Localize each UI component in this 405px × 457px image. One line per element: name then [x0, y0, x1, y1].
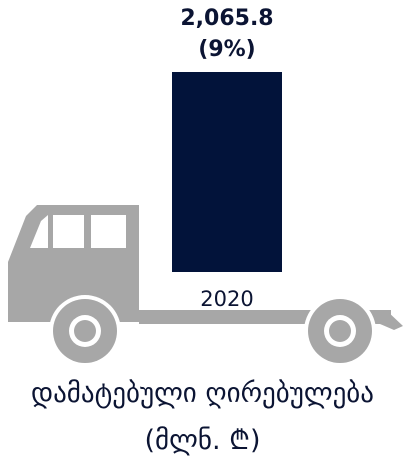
truck-icon	[8, 205, 403, 367]
x-tick-label: 2020	[200, 287, 253, 311]
data-label-share: (9%)	[198, 37, 255, 62]
chart-caption-title: დამატებული ღირებულება	[31, 378, 374, 409]
bar-2020	[172, 72, 282, 272]
bar-series	[172, 72, 282, 272]
chart-caption-unit: (მლნ. ₾)	[144, 425, 261, 456]
data-label-value: 2,065.8	[180, 6, 273, 31]
